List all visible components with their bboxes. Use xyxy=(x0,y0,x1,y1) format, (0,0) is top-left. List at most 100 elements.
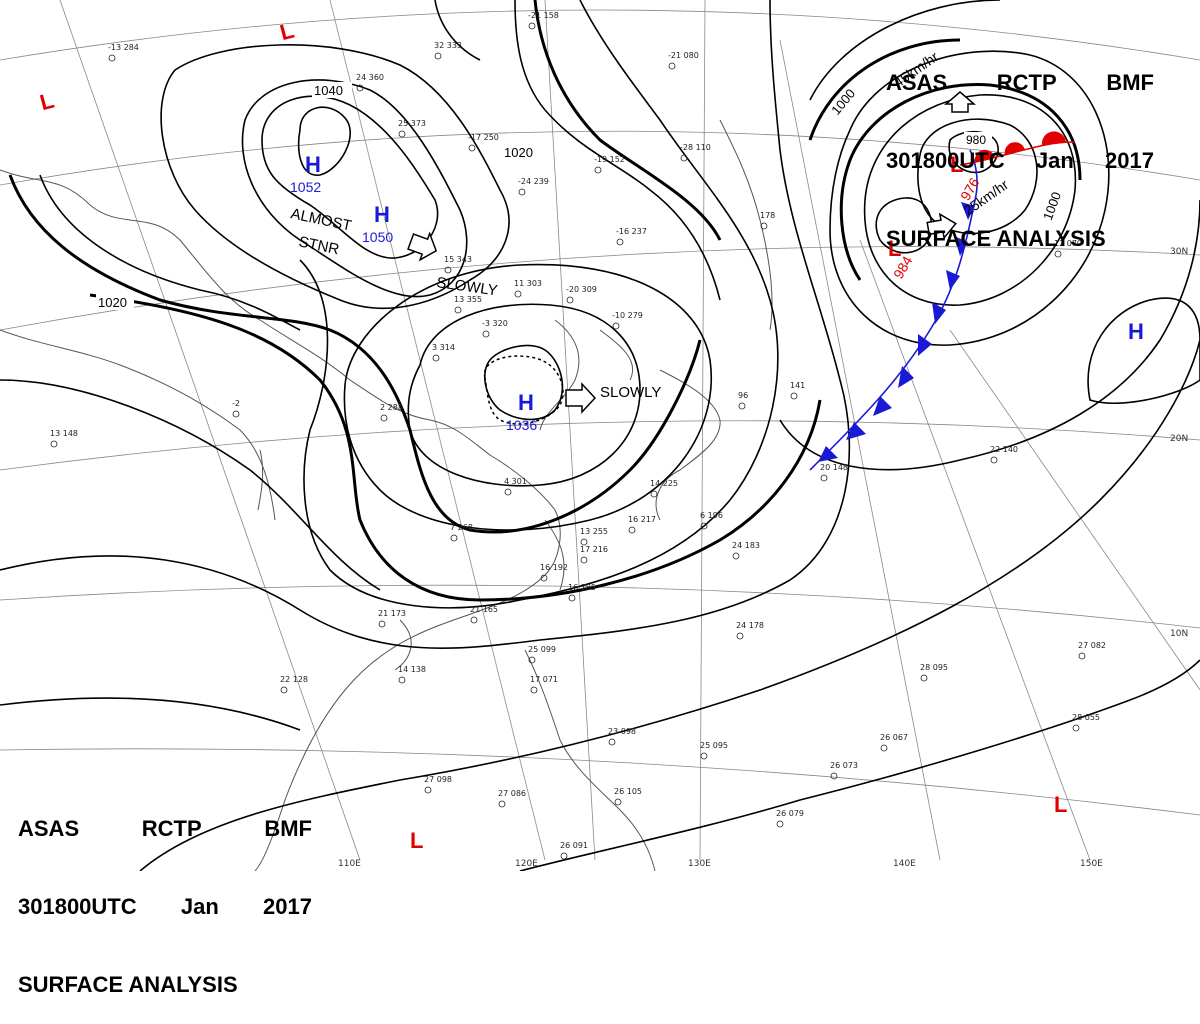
station-obs-label: -2 xyxy=(232,399,240,408)
station-circle xyxy=(528,656,536,664)
chart-header-bottom-left: ASAS RCTP BMF 301800UTC Jan 2017 SURFACE… xyxy=(18,764,312,1024)
station-circle xyxy=(50,440,58,448)
station-obs-label: 16 192 xyxy=(540,563,568,572)
station-obs-label: 21 165 xyxy=(470,605,498,614)
header-time: 301800UTC xyxy=(18,894,137,919)
station-obs-label: 27 098 xyxy=(424,775,452,784)
station-obs-label: 25 099 xyxy=(528,645,556,654)
isobar-label: 980 xyxy=(966,133,986,147)
station-circle xyxy=(518,188,526,196)
station-obs-label: 22 128 xyxy=(280,675,308,684)
station-obs-label: -21 080 xyxy=(668,51,699,60)
station-obs-label: 27 082 xyxy=(1078,641,1106,650)
station-circle xyxy=(700,752,708,760)
station-obs-label: 14 138 xyxy=(398,665,426,674)
station-circle xyxy=(1054,250,1062,258)
lon-label: 130E xyxy=(688,859,711,869)
station-circle xyxy=(434,52,442,60)
station-circle xyxy=(514,290,522,298)
station-circle xyxy=(594,166,602,174)
low-pressure-symbol: L xyxy=(950,152,963,177)
station-circle xyxy=(1078,652,1086,660)
isobars-thick xyxy=(8,0,1082,602)
station-obs-label: 4 301 xyxy=(504,477,527,486)
station-obs-label: -24 239 xyxy=(518,177,549,186)
low-pressure-symbol: L xyxy=(277,18,296,46)
latitude-lines xyxy=(0,9,1200,816)
header-agency: ASAS xyxy=(886,70,948,95)
high-pressure-symbol: H xyxy=(518,390,534,415)
station-circle xyxy=(680,154,688,162)
movement-arrows xyxy=(407,91,977,414)
station-circle xyxy=(760,222,768,230)
station-obs-label: 13 255 xyxy=(580,527,608,536)
station-circle xyxy=(612,322,620,330)
station-obs-label: -16 237 xyxy=(616,227,647,236)
low-pressure-symbol: L xyxy=(37,88,56,116)
station-obs-label: 21 173 xyxy=(378,609,406,618)
arrow-icon xyxy=(407,231,438,262)
station-circle xyxy=(504,488,512,496)
station-circle xyxy=(356,84,364,92)
header-month: Jan xyxy=(1035,148,1074,173)
station-obs-label: 17 071 xyxy=(530,675,558,684)
high-pressure-value: 1036 xyxy=(506,417,537,433)
low-pressure-symbol: L xyxy=(1054,792,1067,817)
station-obs-label: -28 110 xyxy=(680,143,711,152)
station-circle xyxy=(540,574,548,582)
station-circle xyxy=(468,144,476,152)
station-circle xyxy=(560,852,568,860)
station-circle xyxy=(498,800,506,808)
station-circle xyxy=(608,738,616,746)
station-obs-label: 20 148 xyxy=(820,463,848,472)
station-circle xyxy=(432,354,440,362)
lat-label: 10N xyxy=(1170,629,1188,639)
station-obs-label: 13 148 xyxy=(50,429,78,438)
station-circle xyxy=(280,686,288,694)
station-obs-label: 7 268 xyxy=(450,523,473,532)
station-obs-label: 26 105 xyxy=(614,787,642,796)
high-pressure-symbol: H xyxy=(1128,319,1144,344)
header-time: 301800UTC xyxy=(886,148,1005,173)
arrow-icon xyxy=(926,212,957,240)
lon-label: 110E xyxy=(338,859,361,869)
lat-label: 30N xyxy=(1170,247,1188,257)
station-obs-label: 16 185 xyxy=(568,583,596,592)
arrow-icon xyxy=(943,91,977,113)
station-circle xyxy=(776,820,784,828)
isobar-label: 1020 xyxy=(98,295,127,310)
station-circle xyxy=(424,786,432,794)
high-pressure-symbol: H xyxy=(374,202,390,227)
station-circle xyxy=(732,552,740,560)
station-circle xyxy=(108,54,116,62)
station-obs-label: 141 xyxy=(790,381,805,390)
station-circle xyxy=(580,538,588,546)
lon-labels: 110E 120E 130E 140E 150E xyxy=(338,859,1103,869)
station-obs-label: 26 067 xyxy=(880,733,908,742)
station-circle xyxy=(668,62,676,70)
station-circle xyxy=(830,772,838,780)
surface-analysis-map: 30N 20N 10N 110E 120E 130E 140E 150E 104… xyxy=(0,0,1200,871)
station-circle xyxy=(568,594,576,602)
chart-header-top-right: ASAS RCTP BMF 301800UTC Jan 2017 SURFACE… xyxy=(886,18,1154,278)
station-obs-label: 11 303 xyxy=(514,279,542,288)
header-year: 2017 xyxy=(1105,148,1154,173)
station-obs-label: 25 373 xyxy=(398,119,426,128)
station-circle xyxy=(820,474,828,482)
lon-label: 140E xyxy=(893,859,916,869)
isobars-thin xyxy=(0,0,1200,871)
station-circle xyxy=(616,238,624,246)
station-obs-label: -10 279 xyxy=(612,311,643,320)
header-station: RCTP xyxy=(141,816,202,841)
station-obs-label: 24 360 xyxy=(356,73,384,82)
station-circle xyxy=(1072,724,1080,732)
station-obs-label: 13 355 xyxy=(454,295,482,304)
station-obs-label: 27 086 xyxy=(498,789,526,798)
station-obs-label: -13 284 xyxy=(108,43,139,52)
station-circle xyxy=(378,620,386,628)
station-obs-label: 26 079 xyxy=(776,809,804,818)
station-circle xyxy=(450,534,458,542)
high-pressure-value: 1052 xyxy=(290,179,321,195)
lat-label: 20N xyxy=(1170,434,1188,444)
station-circle xyxy=(700,522,708,530)
